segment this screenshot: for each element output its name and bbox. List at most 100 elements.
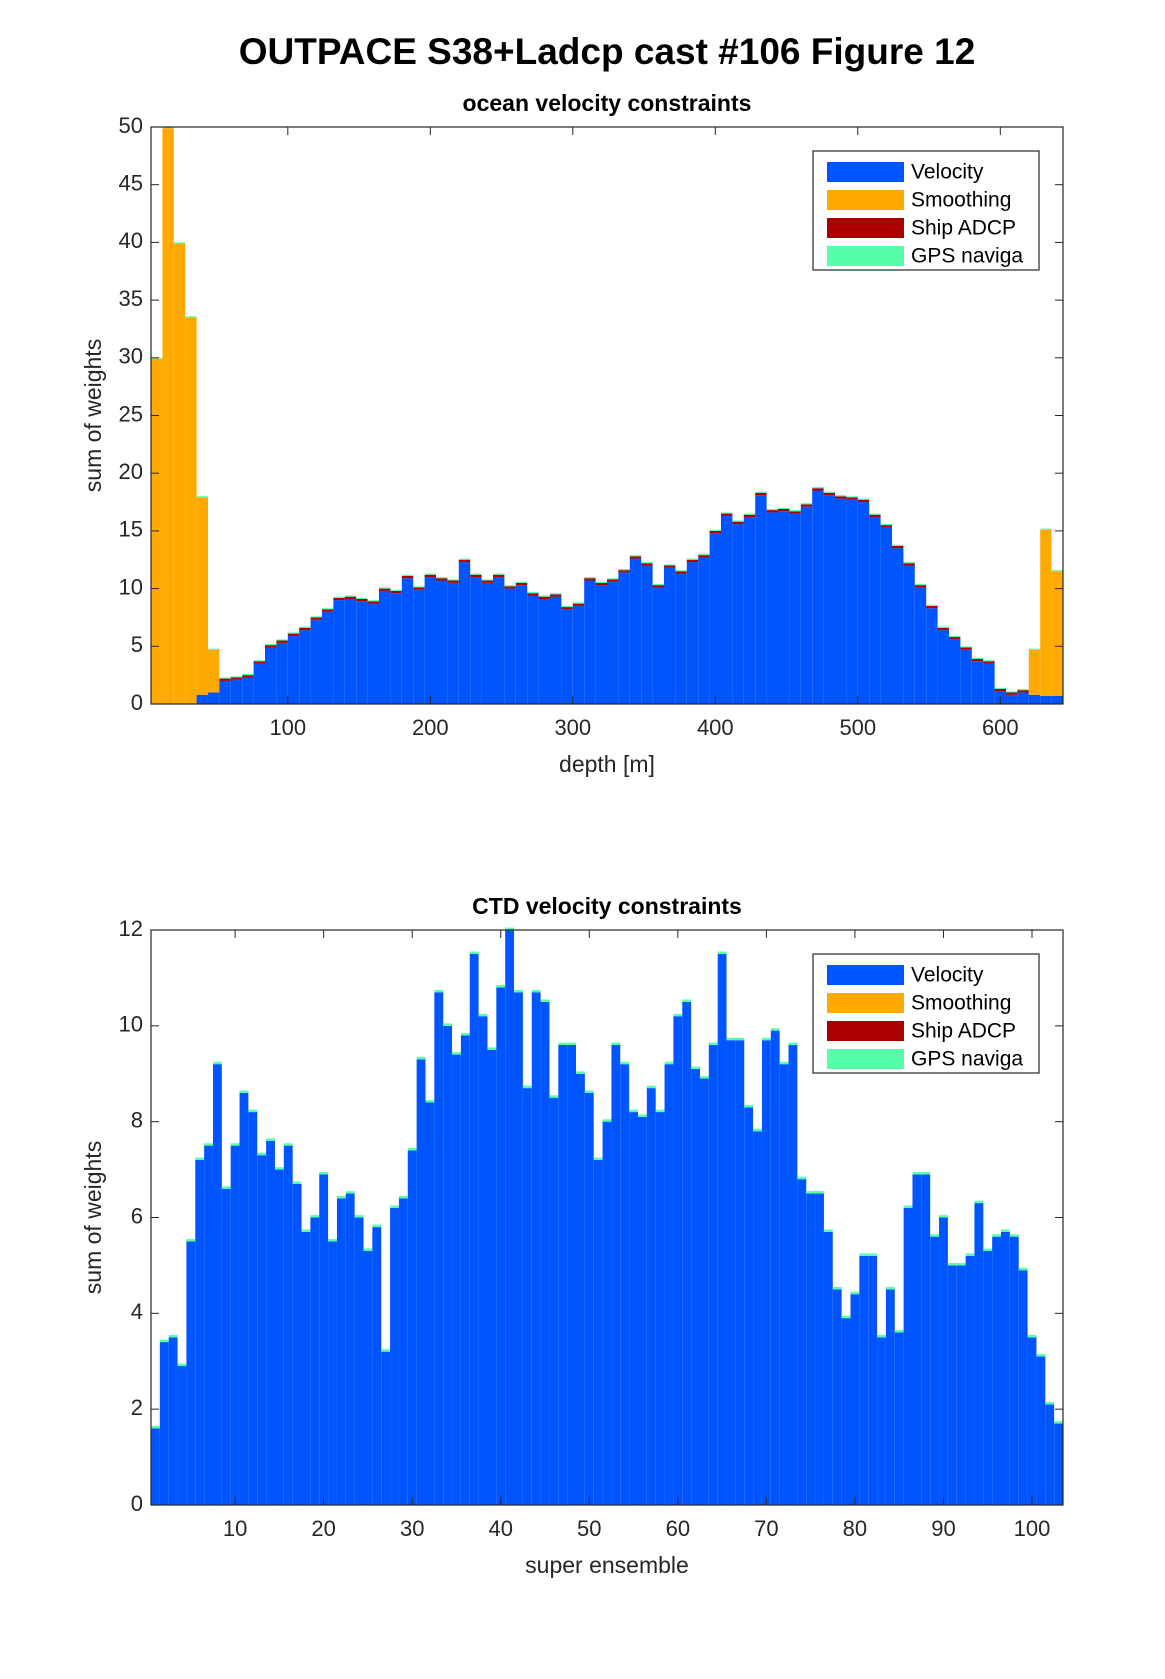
bar-segment [983, 661, 995, 664]
bar-segment [880, 523, 892, 526]
bar-segment [458, 562, 471, 704]
y-tick-label: 5 [131, 632, 143, 657]
bar-segment [425, 1102, 435, 1505]
bar-segment [504, 585, 516, 587]
bar-segment [372, 1224, 382, 1228]
bar-segment [846, 499, 858, 704]
bar-segment [766, 512, 778, 704]
bar-segment [527, 595, 539, 704]
bar-segment [379, 590, 391, 704]
legend-swatch [827, 162, 904, 182]
bar-segment [815, 1191, 824, 1194]
bar-segment [531, 992, 541, 1505]
bar-segment [965, 1255, 975, 1505]
bar-segment [162, 128, 174, 705]
bar-segment [691, 1068, 700, 1505]
bar-segment [994, 687, 1006, 689]
bar-segment [424, 577, 436, 704]
bar-segment [857, 499, 870, 503]
bar-segment [800, 503, 813, 505]
x-axis-label: super ensemble [525, 1552, 689, 1578]
bar-segment [1051, 570, 1063, 572]
bar-segment [584, 1092, 594, 1505]
bar-segment [1018, 1270, 1028, 1505]
bar-segment [903, 562, 915, 564]
bar-segment [835, 498, 847, 704]
bar-segment [778, 507, 790, 509]
bar-segment [691, 1066, 700, 1069]
bar-segment [841, 1318, 851, 1505]
bar-segment [230, 1143, 240, 1146]
bar-segment [1009, 1234, 1019, 1237]
bar-segment [869, 513, 881, 515]
x-tick-label: 500 [839, 715, 876, 740]
bar-segment [177, 1363, 187, 1367]
bar-segment [561, 605, 573, 608]
bar-segment [709, 533, 721, 704]
bar-segment [675, 571, 687, 574]
bar-segment [1009, 1236, 1019, 1505]
bar-segment [381, 1351, 391, 1505]
bar-segment [655, 1112, 665, 1505]
bar-segment [846, 497, 858, 500]
bar-segment [460, 1035, 470, 1505]
bar-segment [253, 663, 265, 704]
x-tick-label: 50 [577, 1516, 601, 1541]
bar-segment [766, 508, 778, 511]
bar-segment [673, 1016, 683, 1505]
bar-segment [558, 1042, 568, 1045]
bar-segment [413, 586, 425, 588]
bar-segment [800, 504, 813, 507]
bar-segment [930, 1236, 940, 1505]
bar-segment [611, 1042, 621, 1045]
bar-segment [1006, 691, 1018, 693]
bar-segment [755, 495, 767, 704]
bar-segment [947, 1263, 957, 1266]
bar-segment [159, 1339, 169, 1343]
bar-segment [434, 992, 444, 1505]
bar-segment [755, 492, 767, 496]
x-tick-label: 200 [412, 715, 449, 740]
bar-segment [413, 587, 425, 590]
bar-segment [401, 575, 414, 579]
bar-segment [344, 596, 357, 599]
bar-segment [903, 563, 915, 566]
bar-segment [401, 578, 414, 704]
bar-segment [721, 515, 733, 704]
bar-segment [593, 1160, 603, 1505]
bar-segment [859, 1253, 869, 1256]
bar-segment [885, 1286, 895, 1290]
bar-segment [892, 544, 904, 546]
bar-segment [204, 1145, 213, 1505]
bar-segment [221, 1188, 231, 1505]
bar-segment [949, 639, 961, 704]
bar-segment [812, 488, 824, 491]
bar-segment [159, 1342, 169, 1505]
bar-segment [186, 1241, 196, 1505]
bar-segment [1027, 1334, 1037, 1338]
bar-segment [239, 1092, 249, 1505]
bar-segment [504, 588, 516, 704]
bar-segment [641, 562, 653, 564]
bar-segment [550, 594, 562, 597]
bar-segment [584, 578, 596, 581]
bar-segment [540, 1001, 550, 1505]
bar-segment [195, 1160, 205, 1505]
bar-segment [299, 626, 311, 628]
bar-segment [487, 1047, 497, 1050]
bar-segment [168, 1334, 178, 1338]
bar-segment [800, 506, 813, 704]
bar-segment [974, 1200, 984, 1204]
bar-segment [496, 985, 506, 988]
bar-segment [1036, 1356, 1046, 1505]
bar-segment [390, 589, 402, 591]
bar-segment [1006, 694, 1018, 704]
bar-segment [276, 640, 288, 643]
bar-segment [239, 1090, 249, 1093]
bar-segment [1054, 1421, 1063, 1424]
bar-segment [248, 1112, 258, 1505]
bar-segment [310, 617, 322, 620]
bar-segment [823, 491, 835, 493]
bar-segment [287, 632, 300, 634]
bar-segment [607, 579, 619, 582]
